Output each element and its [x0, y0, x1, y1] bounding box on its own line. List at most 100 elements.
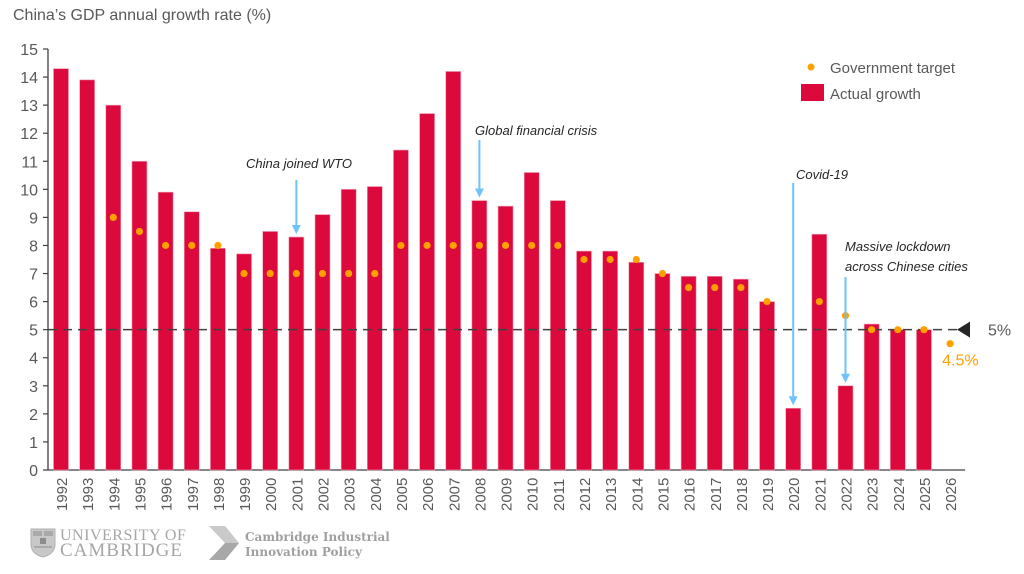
x-tick-label: 1997	[185, 478, 202, 511]
y-tick-label: 12	[20, 126, 38, 143]
y-tick-label: 6	[29, 295, 38, 312]
target-dot-2001	[292, 269, 300, 278]
bar-1992	[53, 68, 69, 471]
x-tick-label: 2025	[917, 478, 934, 511]
target-dot-2010	[528, 241, 536, 250]
annotation-2001: China joined WTO	[246, 156, 352, 171]
x-tick-label: 1995	[132, 478, 149, 511]
annotation-2022: Massive lockdown	[845, 239, 951, 254]
x-tick-label: 2023	[865, 478, 882, 511]
bar-1995	[131, 160, 148, 471]
x-tick-label: 1998	[211, 478, 228, 511]
annotation-2020: Covid-19	[796, 167, 848, 182]
uc-line2: CAMBRIDGE	[60, 540, 184, 561]
bar-1996	[157, 191, 174, 471]
x-tick-label: 2015	[655, 478, 672, 511]
x-tick-label: 1994	[106, 478, 123, 511]
target-dot-1994	[109, 213, 117, 221]
target-dot-2017	[711, 283, 719, 292]
x-tick-label: 2009	[499, 478, 516, 511]
target-dot-1999	[240, 269, 248, 278]
target-dot-1998	[214, 241, 222, 250]
x-tick-label: 2001	[289, 478, 306, 511]
target-dot-1996	[162, 241, 170, 250]
target-dot-2023	[868, 326, 876, 334]
annotation-2022-line2: across Chinese cities	[845, 259, 968, 274]
bar-2005	[393, 149, 409, 471]
target-dot-2018	[737, 283, 745, 292]
x-tick-label: 2021	[812, 478, 829, 511]
bar-2009	[497, 205, 514, 471]
bar-2008	[471, 200, 488, 471]
bar-2002	[314, 214, 331, 471]
bar-1994	[105, 104, 122, 471]
x-tick-label: 2003	[342, 478, 359, 511]
x-tick-label: 2016	[682, 478, 699, 511]
university-of-cambridge-logo: UNIVERSITY OF CAMBRIDGE	[60, 528, 186, 561]
arrow-head-icon	[291, 225, 301, 235]
y-tick-label: 3	[29, 379, 38, 396]
bar-2013	[602, 250, 618, 471]
x-tick-label: 1996	[159, 478, 176, 511]
target-dot-2002	[318, 269, 327, 278]
y-tick-label: 14	[20, 70, 38, 87]
bar-2000	[262, 231, 279, 471]
bar-1993	[79, 79, 95, 471]
target-dot-2024	[894, 326, 902, 334]
x-tick-label: 2000	[263, 478, 280, 511]
ciip-line2: Innovation Policy	[245, 545, 362, 559]
y-tick-label: 13	[20, 98, 38, 115]
x-tick-label: 1999	[237, 478, 254, 511]
x-tick-label: 2022	[839, 478, 856, 511]
x-tick-label: 2007	[446, 478, 463, 511]
target-dot-2021	[815, 298, 823, 306]
bar-2016	[680, 276, 697, 471]
bar-1999	[236, 253, 252, 471]
target-dot-2014	[632, 255, 640, 264]
arrow-head-icon	[474, 188, 484, 198]
bar-2021	[811, 233, 828, 471]
y-tick-label: 5	[29, 323, 38, 340]
bar-2023	[863, 323, 880, 471]
target-dot-1995	[135, 227, 144, 236]
x-tick-label: 2013	[603, 478, 620, 511]
x-tick-label: 2018	[734, 478, 751, 511]
annotations-group: 4.5% China joined WTO Global financial cri…	[246, 123, 979, 406]
x-tick-label: 2011	[551, 479, 568, 511]
y-tick-label: 11	[21, 154, 38, 171]
bar-2001	[288, 236, 305, 471]
bar-2011	[550, 200, 566, 471]
arrow-head-icon	[788, 396, 798, 406]
ciip-line1: Cambridge Industrial	[245, 530, 390, 544]
bar-2019	[759, 301, 775, 471]
y-tick-label: 8	[29, 238, 38, 255]
x-tick-label: 2020	[786, 478, 803, 511]
target-2026-label: 4.5%	[942, 353, 978, 370]
legend-actual-label: Actual growth	[830, 86, 921, 103]
reference-line-group: 5%	[48, 321, 1011, 340]
target-dot-2006	[423, 241, 431, 250]
target-dot-2005	[397, 241, 405, 250]
target-dot-2008	[475, 241, 483, 250]
bar-1997	[183, 211, 200, 471]
bar-2012	[576, 250, 592, 471]
y-tick-label: 9	[29, 210, 38, 227]
y-tick-label: 4	[29, 351, 38, 368]
legend-target-marker	[807, 63, 815, 71]
target-dot-1997	[188, 241, 196, 250]
target-dot-2019	[763, 298, 771, 306]
legend-actual-swatch	[801, 84, 824, 101]
target-dot-2011	[554, 241, 562, 250]
bar-2022	[837, 385, 854, 471]
bars-group	[53, 68, 932, 471]
x-tick-labels: 1992 1993 1994 1995 1996 1997 1998 1999 2000 2001…	[54, 478, 960, 511]
target-dot-2025	[920, 326, 928, 334]
x-tick-label: 2017	[708, 478, 725, 511]
annotation-2008: Global financial crisis	[475, 123, 598, 138]
ciip-chevron-icon	[209, 526, 239, 560]
bar-2014	[628, 262, 645, 471]
x-tick-label: 1993	[80, 478, 97, 511]
target-dot-2015	[658, 269, 667, 278]
bar-1998	[210, 247, 226, 471]
